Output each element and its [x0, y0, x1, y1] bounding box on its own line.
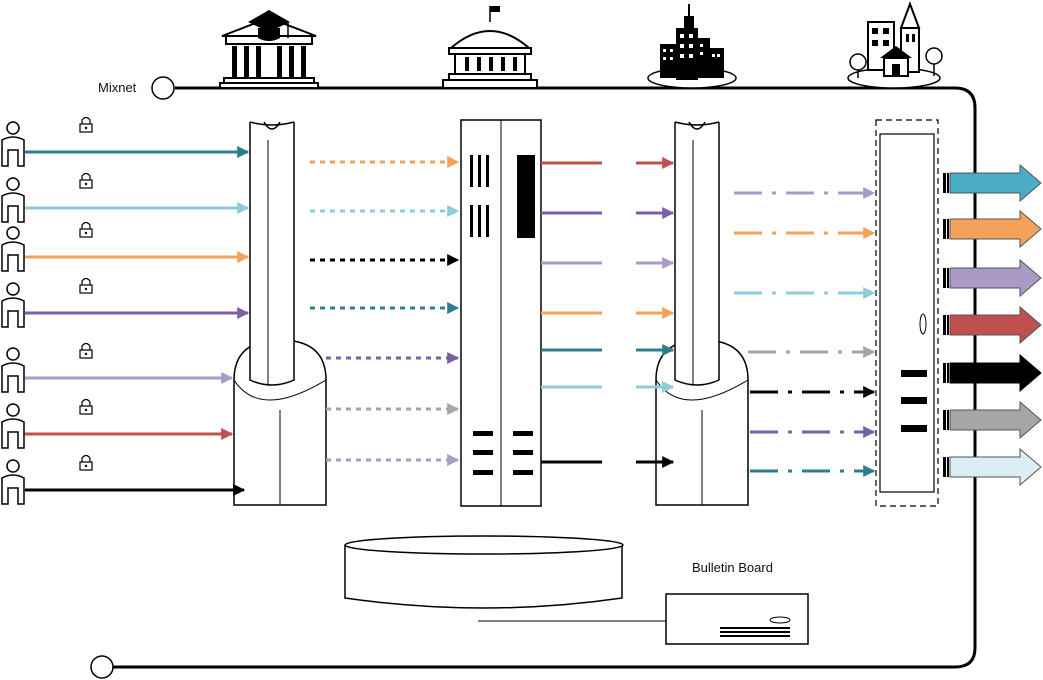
person-icon — [6, 121, 20, 135]
padlock-icon — [79, 277, 93, 294]
mixnet-end-node — [90, 655, 114, 679]
voter-4 — [1, 277, 93, 328]
person-icon — [6, 347, 20, 361]
padlock-icon — [79, 221, 93, 238]
mix-server-3 — [655, 121, 749, 506]
database-icon — [344, 535, 624, 609]
voter-3 — [1, 221, 93, 272]
person-icon — [6, 403, 20, 417]
result-arrow-5 — [943, 353, 1042, 393]
padlock-icon — [79, 342, 93, 359]
government-building-icon — [442, 6, 538, 89]
mix-server-2 — [460, 119, 542, 507]
city-icon — [647, 4, 737, 89]
padlock-icon — [79, 398, 93, 415]
person-icon — [6, 282, 20, 296]
voter-6 — [1, 398, 93, 449]
result-arrow-1 — [943, 163, 1042, 203]
university-icon — [219, 10, 319, 89]
padlock-icon — [79, 116, 93, 133]
result-arrow-4 — [943, 305, 1042, 345]
voter-2 — [1, 172, 93, 223]
result-arrow-3 — [943, 258, 1042, 298]
mixnet-label: Mixnet — [98, 80, 137, 95]
voter-5 — [1, 342, 93, 393]
bulletin-board-icon — [478, 593, 809, 645]
town-icon — [847, 1, 943, 89]
person-icon — [6, 459, 20, 473]
bulletin-board-label: Bulletin Board — [692, 560, 773, 575]
result-arrow-2 — [943, 209, 1042, 249]
result-arrow-6 — [943, 400, 1042, 440]
vote-flows — [25, 146, 1042, 496]
voters — [1, 116, 93, 505]
mixnet-start-node — [151, 76, 175, 100]
voter-7 — [1, 454, 93, 505]
person-icon — [6, 177, 20, 191]
padlock-icon — [79, 172, 93, 189]
result-arrow-7 — [943, 447, 1042, 487]
mix-server-1 — [233, 121, 327, 506]
person-icon — [6, 226, 20, 240]
tally-box — [875, 119, 939, 507]
padlock-icon — [79, 454, 93, 471]
voter-1 — [1, 116, 93, 167]
